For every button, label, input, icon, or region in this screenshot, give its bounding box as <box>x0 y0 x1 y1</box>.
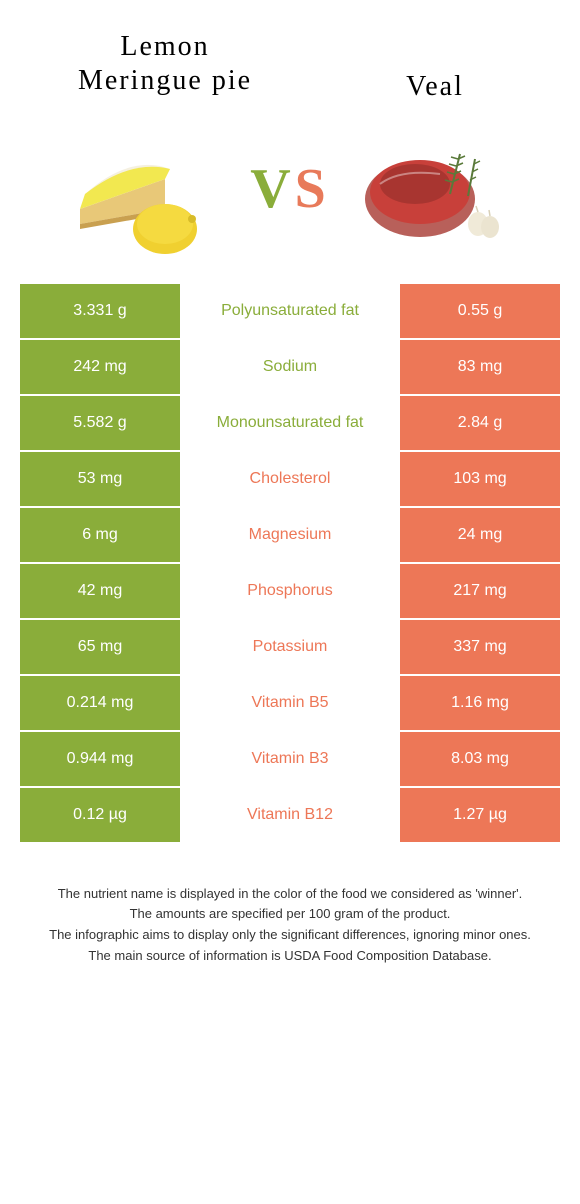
footnote-line: The main source of information is USDA F… <box>20 946 560 967</box>
cell-right-value: 2.84 g <box>400 396 560 450</box>
cell-left-value: 0.214 mg <box>20 676 180 730</box>
table-row: 5.582 gMonounsaturated fat2.84 g <box>20 396 560 452</box>
cell-left-value: 242 mg <box>20 340 180 394</box>
table-row: 65 mgPotassium337 mg <box>20 620 560 676</box>
food-title-right: Veal <box>355 70 515 104</box>
footnote-line: The infographic aims to display only the… <box>20 925 560 946</box>
header: Lemon Meringue pie Veal <box>0 0 580 114</box>
cell-nutrient-label: Phosphorus <box>180 564 400 618</box>
table-row: 0.944 mgVitamin B38.03 mg <box>20 732 560 788</box>
table-row: 0.12 µgVitamin B121.27 µg <box>20 788 560 844</box>
nutrient-table: 3.331 gPolyunsaturated fat0.55 g242 mgSo… <box>20 284 560 844</box>
cell-left-value: 0.12 µg <box>20 788 180 842</box>
cell-left-value: 5.582 g <box>20 396 180 450</box>
cell-right-value: 337 mg <box>400 620 560 674</box>
pie-image <box>70 124 230 254</box>
vs-v: V <box>250 158 294 220</box>
cell-left-value: 0.944 mg <box>20 732 180 786</box>
cell-nutrient-label: Vitamin B5 <box>180 676 400 730</box>
table-row: 242 mgSodium83 mg <box>20 340 560 396</box>
cell-right-value: 1.27 µg <box>400 788 560 842</box>
table-row: 0.214 mgVitamin B51.16 mg <box>20 676 560 732</box>
cell-nutrient-label: Polyunsaturated fat <box>180 284 400 338</box>
cell-nutrient-label: Vitamin B12 <box>180 788 400 842</box>
table-row: 6 mgMagnesium24 mg <box>20 508 560 564</box>
images-row: VS <box>0 114 580 284</box>
cell-right-value: 8.03 mg <box>400 732 560 786</box>
cell-left-value: 53 mg <box>20 452 180 506</box>
food-title-left: Lemon Meringue pie <box>65 30 265 97</box>
cell-right-value: 83 mg <box>400 340 560 394</box>
cell-nutrient-label: Cholesterol <box>180 452 400 506</box>
cell-left-value: 65 mg <box>20 620 180 674</box>
vs-s: S <box>295 158 330 220</box>
cell-right-value: 217 mg <box>400 564 560 618</box>
cell-left-value: 3.331 g <box>20 284 180 338</box>
vs-label: VS <box>250 157 330 221</box>
cell-left-value: 6 mg <box>20 508 180 562</box>
cell-nutrient-label: Monounsaturated fat <box>180 396 400 450</box>
cell-nutrient-label: Sodium <box>180 340 400 394</box>
cell-right-value: 1.16 mg <box>400 676 560 730</box>
cell-nutrient-label: Magnesium <box>180 508 400 562</box>
cell-nutrient-label: Potassium <box>180 620 400 674</box>
cell-right-value: 103 mg <box>400 452 560 506</box>
veal-image <box>350 124 510 254</box>
cell-left-value: 42 mg <box>20 564 180 618</box>
cell-nutrient-label: Vitamin B3 <box>180 732 400 786</box>
table-row: 42 mgPhosphorus217 mg <box>20 564 560 620</box>
footnote-line: The amounts are specified per 100 gram o… <box>20 904 560 925</box>
cell-right-value: 24 mg <box>400 508 560 562</box>
footnotes: The nutrient name is displayed in the co… <box>0 844 580 987</box>
cell-right-value: 0.55 g <box>400 284 560 338</box>
table-row: 53 mgCholesterol103 mg <box>20 452 560 508</box>
table-row: 3.331 gPolyunsaturated fat0.55 g <box>20 284 560 340</box>
footnote-line: The nutrient name is displayed in the co… <box>20 884 560 905</box>
